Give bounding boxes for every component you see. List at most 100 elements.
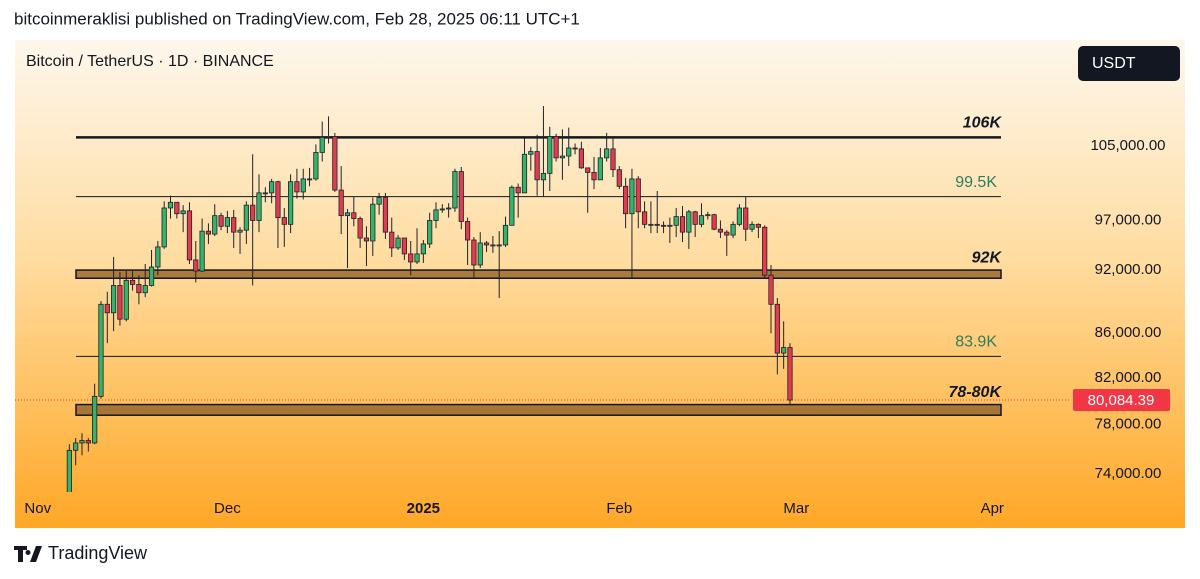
candle-body [117, 285, 123, 320]
candle-body [781, 347, 787, 354]
candle-body [616, 169, 622, 187]
candle-body [300, 178, 306, 193]
candle-body [161, 207, 167, 248]
candle-body [85, 440, 91, 444]
candle-body [344, 212, 351, 217]
candle-body [389, 231, 395, 249]
candle-body [648, 223, 654, 226]
last-price-label: 80,084.39 [1088, 392, 1155, 409]
candle-body [604, 148, 610, 159]
candle-body [698, 215, 705, 225]
x-tick-label: Apr [981, 500, 1004, 517]
candle-body [483, 242, 490, 246]
candle-body [528, 151, 534, 155]
support-band [75, 403, 1002, 416]
candle-body [174, 201, 180, 215]
publish-line: bitcoinmeraklisi published on TradingVie… [14, 9, 580, 28]
candle-body [427, 220, 433, 245]
candle-body [262, 192, 268, 195]
candle-body [123, 279, 129, 320]
chart-title: Bitcoin / TetherUS · 1D · BINANCE [26, 53, 274, 70]
candle-body [351, 212, 357, 219]
candle-body [452, 171, 458, 209]
candle-body [98, 303, 104, 397]
candle-body [250, 204, 256, 221]
currency-button[interactable] [1078, 46, 1180, 81]
candle-body [420, 243, 426, 255]
candle-body [743, 207, 749, 230]
candle-body [458, 171, 464, 222]
candle-body [395, 237, 401, 249]
support-band [75, 269, 1002, 280]
band-label: 92K [972, 249, 1003, 266]
candle-body [597, 157, 603, 181]
candle-body [686, 211, 692, 233]
candle-body [623, 185, 629, 215]
footer-brand: TradingView [48, 543, 148, 563]
candle-body [401, 237, 407, 255]
y-tick-label: 92,000.00 [1095, 261, 1162, 278]
candle-body [237, 229, 243, 233]
candle-body [275, 181, 281, 218]
candle-body [629, 178, 635, 215]
plot-area [15, 106, 1070, 492]
last-price-tag [1073, 389, 1170, 412]
candle-body [705, 214, 711, 217]
candle-body [471, 239, 477, 266]
candle-body [774, 303, 780, 354]
candle-body [717, 228, 724, 233]
candle-body [414, 253, 420, 263]
candle-body [502, 224, 509, 246]
candle-body [180, 210, 186, 215]
level-label: 83.9K [955, 334, 997, 351]
candle-body [231, 217, 237, 233]
y-tick-label: 82,000.00 [1095, 369, 1162, 386]
candle-body [749, 223, 755, 230]
candle-body [641, 211, 648, 225]
candle-body [446, 207, 452, 210]
x-tick-label: 2025 [407, 500, 440, 517]
y-tick-label: 86,000.00 [1095, 324, 1162, 341]
candle-body [288, 181, 294, 225]
candle-body [667, 224, 673, 227]
candle-body [294, 181, 300, 193]
candle-body [730, 223, 736, 236]
candle-body [256, 192, 262, 221]
candle-body [521, 153, 528, 194]
candle-body [111, 285, 117, 314]
candle-body [787, 347, 793, 401]
candle-body [376, 197, 382, 205]
x-tick-label: Nov [24, 500, 51, 517]
y-tick-label: 74,000.00 [1095, 465, 1162, 482]
y-tick-label: 105,000.00 [1090, 137, 1165, 154]
candle-body [566, 147, 572, 157]
candle-body [509, 186, 515, 226]
x-tick-label: Dec [214, 500, 241, 517]
candle-body [79, 440, 85, 444]
candle-body [692, 211, 698, 225]
candle-body [186, 210, 193, 261]
candle-body [679, 216, 686, 233]
candle-body [212, 215, 218, 235]
candle-body [654, 223, 660, 226]
band-label: 78-80K [949, 384, 1003, 401]
candle-body [496, 244, 502, 247]
candle-body [281, 217, 287, 225]
candle-body [325, 136, 332, 138]
candle-body [724, 231, 730, 236]
candle-body [363, 237, 370, 242]
candle-body [142, 285, 148, 294]
candle-body [762, 226, 768, 276]
candle-body [66, 449, 72, 492]
candle-body [205, 230, 212, 235]
candle-body [540, 172, 547, 181]
candle-body [155, 246, 161, 268]
candle-body [129, 279, 136, 285]
candle-body [408, 253, 414, 263]
candle-body [559, 155, 566, 159]
candle-body [382, 197, 389, 233]
candle-body [711, 214, 717, 230]
candle-body [224, 217, 230, 227]
candle-body [673, 216, 679, 226]
